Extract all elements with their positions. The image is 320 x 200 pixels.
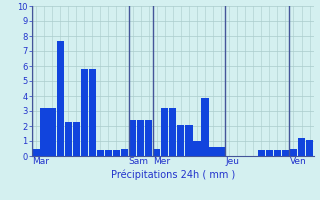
Bar	[274, 150, 281, 156]
Bar	[282, 150, 289, 156]
Bar	[32, 148, 40, 156]
Bar	[201, 98, 209, 156]
Bar	[121, 148, 128, 156]
Bar	[40, 108, 48, 156]
Bar	[209, 147, 217, 156]
Bar	[145, 120, 152, 156]
Bar	[298, 138, 305, 156]
Bar	[105, 150, 112, 156]
Bar	[266, 150, 273, 156]
Bar	[113, 150, 120, 156]
Bar	[161, 108, 168, 156]
Bar	[97, 150, 104, 156]
Bar	[57, 40, 64, 156]
Bar	[129, 120, 136, 156]
Bar	[169, 108, 176, 156]
Bar	[218, 147, 225, 156]
Bar	[65, 121, 72, 156]
Bar	[73, 121, 80, 156]
Bar	[185, 124, 193, 156]
Bar	[193, 141, 201, 156]
Bar	[306, 140, 313, 156]
Bar	[49, 108, 56, 156]
Bar	[177, 124, 184, 156]
Bar	[290, 148, 297, 156]
Bar	[153, 148, 160, 156]
Bar	[258, 150, 265, 156]
X-axis label: Précipitations 24h ( mm ): Précipitations 24h ( mm )	[111, 169, 235, 180]
Bar	[137, 120, 144, 156]
Bar	[89, 69, 96, 156]
Bar	[81, 69, 88, 156]
